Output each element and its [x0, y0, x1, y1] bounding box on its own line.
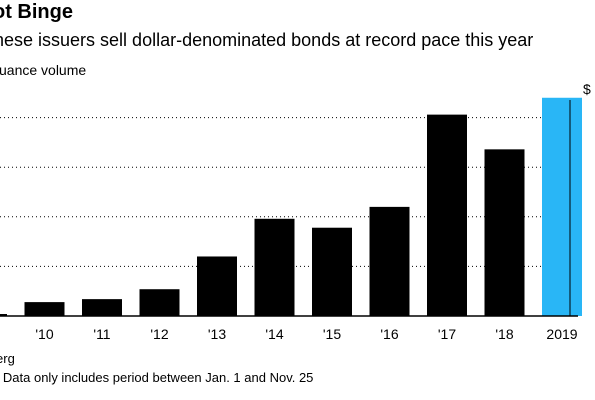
bar: [484, 149, 525, 316]
bar: [139, 289, 180, 316]
y-axis-unit: $: [583, 81, 591, 97]
source-note: mberg: [0, 351, 15, 366]
x-tick-label: '10: [35, 326, 53, 342]
chart-subtitle: nese issuers sell dollar-denominated bon…: [0, 30, 534, 50]
bar: [24, 302, 65, 316]
bar: [427, 114, 467, 317]
x-tick-label: '16: [380, 326, 398, 342]
x-tick-label: '14: [265, 326, 283, 342]
bar: [369, 206, 410, 316]
bar: [254, 218, 295, 316]
x-tick-label: '18: [495, 326, 513, 342]
x-tick-label: '12: [150, 326, 168, 342]
x-tick-label: '11: [93, 326, 110, 342]
x-tick-label: '13: [208, 326, 226, 342]
chart-title: ot Binge: [0, 1, 73, 23]
bar: [197, 256, 237, 316]
bar: [0, 314, 7, 316]
x-tick-label: '17: [438, 326, 456, 342]
bar: [82, 299, 122, 316]
y-axis-label: suance volume: [0, 62, 87, 78]
bar: [542, 97, 582, 316]
footnote: E: Data only includes period between Jan…: [0, 370, 314, 385]
x-tick-label: 2019: [546, 326, 577, 342]
bar: [312, 227, 352, 316]
x-tick-label: '15: [323, 326, 341, 342]
